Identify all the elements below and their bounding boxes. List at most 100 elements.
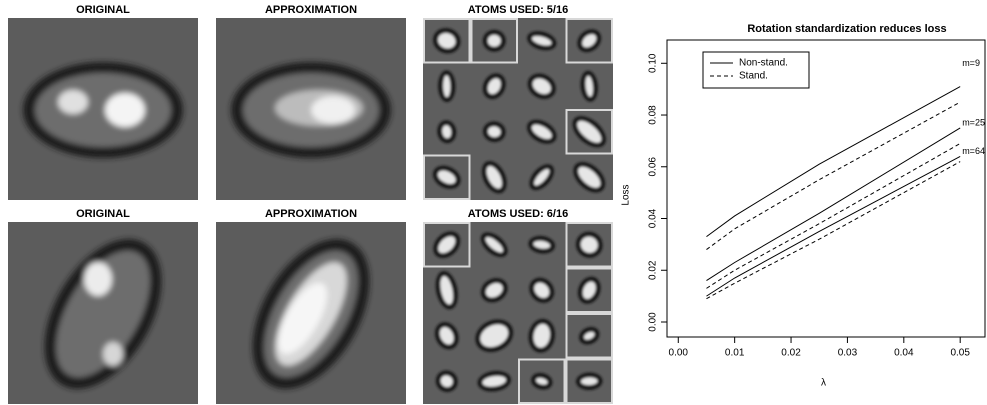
atom-grid — [423, 222, 613, 404]
x-tick-label: 0.05 — [950, 348, 970, 359]
atom — [482, 29, 506, 52]
blob-part — [533, 323, 550, 348]
atom — [475, 319, 514, 353]
atom-highlight — [565, 222, 613, 268]
blob — [44, 239, 162, 389]
blob-part — [442, 125, 452, 139]
cell-image — [8, 222, 198, 404]
chart-title: Rotation standardization reduces loss — [747, 23, 946, 35]
blob-part — [437, 170, 456, 184]
loss-line — [706, 127, 961, 282]
atom — [527, 73, 556, 99]
atom — [438, 70, 456, 103]
atom — [575, 231, 603, 258]
blob-part — [440, 375, 453, 388]
atom — [528, 318, 555, 353]
atom — [579, 326, 600, 345]
y-tick-label: 0.10 — [648, 53, 659, 73]
atom — [572, 116, 607, 148]
blob-part — [438, 33, 456, 49]
blob-part — [438, 236, 456, 254]
blob-part — [582, 34, 597, 48]
atom — [482, 73, 506, 100]
atom-grid — [423, 18, 613, 200]
atom — [529, 277, 555, 303]
blob-part — [487, 78, 501, 95]
atom — [527, 31, 557, 51]
atom-highlight — [518, 358, 566, 404]
atom-highlight — [423, 18, 471, 64]
blob-part — [482, 375, 507, 387]
image-panels: ORIGINAL APPROXIMATION ATOMS USED: 5/16 ORI… — [8, 4, 613, 404]
x-tick-label: 0.02 — [781, 348, 801, 359]
loss-line — [706, 143, 961, 289]
loss-chart: Rotation standardization reduces loss 0.0… — [621, 23, 986, 389]
blob-part — [485, 237, 503, 253]
atom — [531, 372, 553, 390]
cell-image — [8, 18, 198, 200]
atom — [526, 119, 557, 144]
panel-label: ATOMS USED: 5/16 — [468, 4, 568, 16]
blob — [23, 62, 183, 158]
atom-highlight — [423, 222, 471, 268]
atom-highlight — [565, 109, 613, 155]
blob-part — [35, 73, 171, 147]
blob-part — [439, 327, 454, 345]
x-tick-label: 0.01 — [725, 348, 745, 359]
blob-part — [278, 282, 328, 354]
atom — [434, 322, 459, 350]
y-tick-label: 0.08 — [648, 105, 659, 125]
blob-part — [584, 331, 595, 340]
atom-highlight — [565, 18, 613, 64]
blob-part — [103, 342, 123, 366]
y-tick-label: 0.04 — [648, 208, 659, 228]
y-tick-label: 0.06 — [648, 157, 659, 177]
y-axis-label: Loss — [621, 184, 632, 205]
blob-part — [532, 78, 551, 94]
atom — [580, 70, 598, 102]
blob-part — [536, 377, 548, 385]
blob-part — [531, 124, 552, 139]
atom — [480, 278, 508, 303]
atom — [433, 231, 461, 259]
loss-line — [706, 155, 961, 297]
blob-part — [311, 96, 355, 124]
blob-part — [532, 36, 552, 46]
blob — [231, 62, 391, 158]
legend-label: Non-stand. — [739, 58, 788, 69]
atom-highlight — [565, 313, 613, 359]
atom — [480, 232, 508, 258]
blob-part — [534, 282, 550, 298]
blob-part — [534, 169, 550, 186]
atom — [575, 372, 603, 390]
curve-label: m=64 — [962, 146, 985, 156]
legend-box — [702, 51, 810, 89]
legend-label: Stand. — [739, 71, 768, 82]
plot-frame — [666, 39, 986, 338]
blob-part — [533, 240, 551, 249]
cell-image — [216, 222, 406, 404]
atom — [433, 28, 461, 54]
blob-part — [84, 262, 112, 296]
atom — [577, 276, 601, 304]
x-tick-label: 0.04 — [894, 348, 914, 359]
blob-part — [440, 276, 453, 305]
blob-part — [485, 283, 503, 298]
atom-highlight — [565, 267, 613, 313]
atom-highlight — [470, 18, 518, 64]
atom — [477, 370, 511, 392]
panel-label: ATOMS USED: 6/16 — [468, 208, 568, 220]
blob-part — [58, 90, 88, 114]
x-tick-label: 0.00 — [669, 348, 689, 359]
atom — [481, 161, 507, 194]
blob-part — [486, 165, 502, 189]
blob-part — [580, 377, 598, 385]
curve-label: m=9 — [962, 58, 980, 68]
blob-part — [487, 126, 501, 138]
blob-part — [578, 166, 601, 188]
loss-line — [706, 101, 961, 250]
loss-line — [706, 86, 961, 238]
loss-line — [706, 161, 961, 300]
y-tick-label: 0.00 — [648, 312, 659, 332]
